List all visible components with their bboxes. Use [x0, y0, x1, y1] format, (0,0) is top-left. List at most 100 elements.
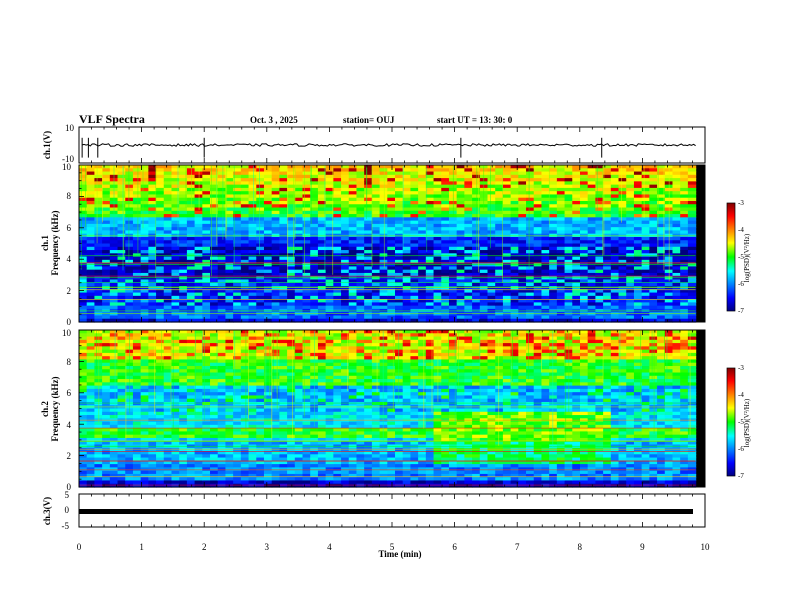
ch2-spectrogram-cell	[132, 359, 142, 364]
ch1-spectrogram-cell	[233, 217, 242, 222]
ch1-spectrogram-cell	[456, 207, 465, 212]
ch1-spectrogram-cell	[425, 263, 435, 267]
ch1-spectrogram-cell	[510, 263, 519, 267]
ch2-spectrogram-cell	[210, 408, 219, 413]
ch2-spectrogram-cell	[132, 477, 142, 482]
ch1-spectrogram-cell	[179, 253, 188, 258]
ch1-spectrogram-cell	[618, 240, 627, 245]
ch1-spectrogram-cell	[626, 253, 635, 258]
ch1-spectrogram-cell	[94, 292, 103, 297]
ch1-spectrogram-cell	[657, 187, 666, 192]
ch1-spectrogram-cell	[240, 302, 250, 307]
ch2-spectrogram-cell	[163, 346, 173, 351]
ch1-spectrogram-cell	[86, 184, 96, 189]
ch1-spectrogram-cell	[240, 263, 250, 267]
ch2-spectrogram-cell	[79, 362, 88, 367]
ch1-spectrogram-cell	[572, 253, 581, 258]
ch1-spectrogram-cell	[626, 227, 635, 232]
ch1-spectrogram-cell	[549, 266, 558, 271]
ch1-spectrogram-cell	[395, 246, 404, 251]
ch2-spectrogram-cell	[163, 457, 173, 462]
ch2-spectrogram-cell	[186, 421, 196, 426]
ch1-spectrogram-cell	[518, 204, 527, 209]
ch2-spectrogram-cell	[171, 369, 180, 374]
ch1-spectrogram-cell	[156, 259, 165, 264]
ch1-spectrogram-cell	[371, 230, 381, 235]
ch1-spectrogram-cell	[433, 318, 442, 323]
ch1-spectrogram-cell	[657, 204, 666, 209]
ch1-spectrogram-cell	[518, 266, 527, 271]
ch2-spectrogram-cell	[225, 451, 234, 455]
ch1-spectrogram-cell	[86, 178, 96, 182]
ch2-spectrogram-cell	[217, 454, 227, 459]
ch2-spectrogram-cell	[210, 349, 219, 354]
ch1-spectrogram-cell	[518, 181, 527, 186]
ch2-spectrogram-cell	[140, 408, 149, 413]
ch1-spectrogram-cell	[580, 243, 589, 248]
ch1-spectrogram-cell	[117, 250, 126, 254]
ch1-spectrogram-cell	[287, 256, 296, 261]
ch1-spectrogram-cell	[441, 243, 450, 248]
ch1-spectrogram-cell	[217, 240, 227, 245]
ch2-spectrogram-cell	[186, 460, 196, 465]
ch1-spectrogram-cell	[186, 295, 196, 300]
ch1-spectrogram-cell	[79, 191, 88, 196]
ch1-spectrogram-cell	[441, 217, 450, 222]
ch2-spectrogram-cell	[102, 385, 111, 390]
ch1-spectrogram-cell	[248, 200, 257, 205]
ch2-spectrogram-cell	[79, 388, 88, 393]
ch1-spectrogram-cell	[132, 250, 142, 254]
ch1-spectrogram-cell	[364, 220, 373, 225]
ch1-spectrogram-cell	[495, 227, 504, 232]
ch1-spectrogram-cell	[580, 191, 589, 196]
ch1-spectrogram-cell	[603, 256, 612, 261]
ch1-spectrogram-cell	[171, 299, 180, 303]
ch2-spectrogram-cell	[140, 352, 149, 357]
ch1-spectrogram-cell	[610, 259, 620, 264]
ch1-spectrogram-cell	[564, 187, 573, 192]
ch1-spectrogram-cell	[626, 292, 635, 297]
ch1-spectrogram-cell	[641, 315, 650, 320]
ch1-spectrogram-cell	[495, 279, 504, 284]
ch1-spectrogram-cell	[626, 240, 635, 245]
ch1-spectrogram-cell	[86, 194, 96, 199]
ch2-spectrogram-cell	[140, 421, 149, 426]
ch1-spectrogram-cell	[580, 250, 589, 254]
ch1-spectrogram-cell	[502, 269, 512, 274]
ch1-spectrogram-cell	[186, 272, 196, 277]
ch1-spectrogram-cell	[433, 266, 442, 271]
ch2-spectrogram-cell	[210, 447, 219, 452]
ch1-spectrogram-cell	[356, 282, 365, 287]
ch2-spectrogram-cell	[109, 385, 119, 390]
ch1-spectrogram-cell	[541, 269, 550, 274]
ch1-spectrogram-cell	[94, 302, 103, 307]
ch1-spectrogram-cell	[109, 318, 119, 323]
ch1-spectrogram-cell	[310, 227, 319, 232]
ch1-spectrogram-cell	[287, 187, 296, 192]
ch1-spectrogram-cell	[302, 302, 311, 307]
ch2-spectrogram-cell	[186, 352, 196, 357]
ch1-spectrogram-cell	[202, 200, 211, 205]
ch2-spectrogram-cell	[102, 447, 111, 452]
ch1-spectrogram-cell	[233, 256, 242, 261]
ch1-spectrogram-cell	[649, 187, 658, 192]
ch1-spectrogram-cell	[79, 223, 88, 228]
ch1-spectrogram-cell	[256, 236, 265, 241]
ch1-spectrogram-cell	[240, 295, 250, 300]
ch1-spectrogram-cell	[441, 174, 450, 179]
ch1-spectrogram-cell	[672, 214, 681, 218]
ch1-spectrogram-cell	[533, 302, 543, 307]
ch1-spectrogram-cell	[549, 236, 558, 241]
ch1-spectrogram-cell	[364, 312, 373, 317]
ch1-spectrogram-cell	[502, 223, 512, 228]
ch1-spectrogram-cell	[464, 217, 473, 222]
ch1-spectrogram-cell	[248, 240, 257, 245]
ch1-spectrogram-cell	[310, 243, 319, 248]
ch2-spectrogram-cell	[125, 411, 134, 416]
ch1-spectrogram-cell	[148, 181, 157, 186]
ch1-spectrogram-cell	[441, 272, 450, 277]
ch1-spectrogram-cell	[248, 210, 257, 215]
ch1-spectrogram-cell	[587, 171, 597, 176]
ch1-spectrogram-cell	[556, 207, 566, 212]
